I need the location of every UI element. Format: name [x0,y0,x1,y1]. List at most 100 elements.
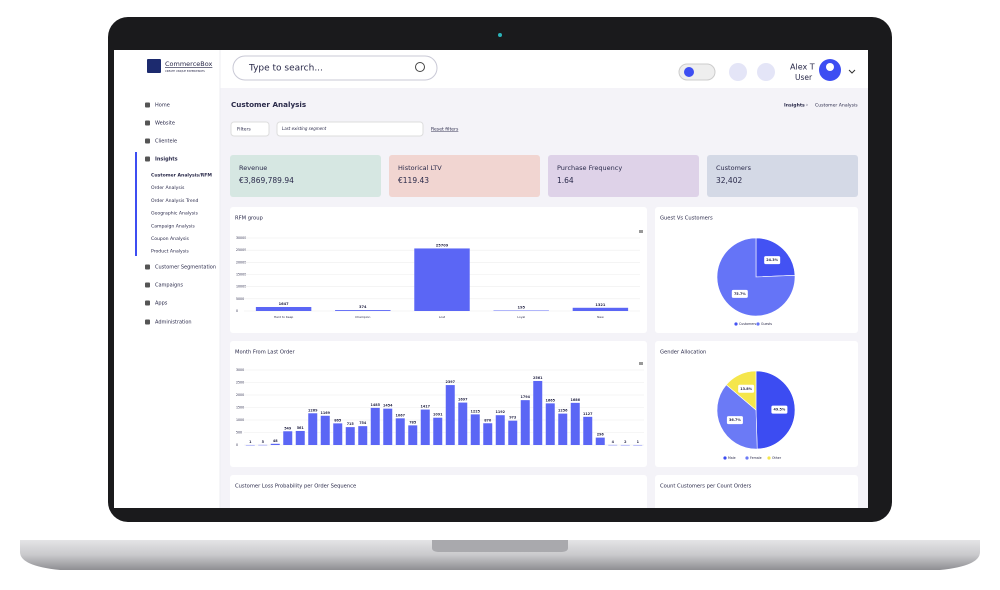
data-label: 1225 [471,409,481,413]
pie-label: 24.3% [766,258,778,262]
submenu-item[interactable]: Customer Analysis/RFM [151,173,212,179]
card-title: Count Customers per Count Orders [660,484,752,490]
nav-item[interactable]: Campaigns [155,283,183,289]
breadcrumb-sep: › [806,103,808,109]
y-tick-label: 0 [236,309,238,313]
kpi-card [230,155,381,197]
pie-label-box [764,256,781,265]
y-tick-label: 0 [236,443,238,447]
base-notch [432,540,568,552]
bar [255,306,312,311]
data-label: 715 [347,422,355,426]
breadcrumb: Insights [784,103,805,109]
bar [495,415,505,445]
data-label: 1794 [521,395,531,399]
data-label: 48 [273,439,278,443]
x-tick-label: New [597,315,604,319]
laptop-base [20,540,980,570]
nav-item[interactable]: Customer Segmentation [155,265,216,271]
data-label: 1127 [583,412,593,416]
segment-select[interactable] [276,121,424,137]
user-role: User [795,73,813,82]
bar [420,409,430,445]
data-label: 2 [624,440,627,444]
nav-item[interactable]: Website [155,121,175,127]
data-label: 973 [509,416,517,420]
bar [533,380,543,445]
pie-label: 36.7% [729,418,741,422]
avatar-head [826,63,834,71]
sidebar [114,50,220,508]
data-label: 549 [284,426,292,430]
bar [383,408,393,445]
nav-item[interactable]: Insights [155,157,178,163]
kpi-value: 1.64 [557,176,574,185]
pie-label: 49.5% [774,408,786,412]
messages-button[interactable] [757,63,775,81]
bar [445,385,455,445]
data-label: 2397 [446,380,456,384]
legend-label: Male [728,456,736,460]
notification-button[interactable] [729,63,747,81]
legend-swatch [723,456,727,460]
y-tick-label: 2000 [236,393,244,397]
bar [333,423,343,445]
reset-filters[interactable]: Reset filters [431,127,459,133]
y-tick-label: 20000 [236,260,246,264]
data-label: 1485 [371,403,381,407]
data-label: 1417 [421,405,431,409]
card-title: Customer Loss Probability per Order Sequ… [235,484,356,490]
filter-button[interactable] [230,121,270,137]
user-name: Alex T [790,63,815,72]
submenu-item[interactable]: Geographic Analysis [151,211,198,217]
nav-icon [145,264,150,270]
legend-label: Other [772,456,782,460]
kpi-label: Customers [716,164,752,172]
data-label: 865 [334,418,342,422]
y-tick-label: 15000 [236,273,246,277]
kpi-card [707,155,858,197]
kpi-value: 32,402 [716,176,742,185]
data-label: 1 [249,440,252,444]
nav-icon [145,282,150,288]
y-tick-label: 1000 [236,418,244,422]
nav-item[interactable]: Apps [155,301,168,307]
data-label: 1665 [546,398,556,402]
nav-icon [145,138,150,144]
chart-menu [639,362,643,365]
nav-item[interactable]: Clientele [155,139,177,145]
nav-icon [145,300,150,306]
x-tick-label: Hard to Keep [274,315,294,319]
data-label: 374 [359,305,367,309]
submenu-item[interactable]: Product Analysis [151,249,189,255]
data-label: 2561 [533,376,543,380]
nav-icon [145,156,150,162]
bar [570,402,580,445]
y-tick-label: 10000 [236,285,246,289]
x-tick-label: Loyal [517,315,525,319]
y-tick-label: 5000 [236,297,244,301]
data-label: 1256 [558,409,568,413]
y-tick-label: 500 [236,431,242,435]
y-tick-label: 25000 [236,248,246,252]
bar [345,427,355,445]
submenu-item[interactable]: Order Analysis [151,185,185,191]
pie-label: 13.8% [740,387,752,391]
legend-swatch [734,322,738,326]
submenu-item[interactable]: Order Analysis Trend [151,198,199,204]
kpi-card [548,155,699,197]
nav-item[interactable]: Administration [155,320,192,326]
card [655,475,858,508]
bar [595,437,605,445]
nav-item[interactable]: Home [155,103,170,109]
bar [395,418,405,445]
submenu-item[interactable]: Coupon Analysis [151,236,190,242]
x-tick-label: Champion [355,315,370,319]
search-box[interactable] [232,55,438,81]
bar [558,413,568,445]
data-label: 195 [517,306,525,310]
submenu-item[interactable]: Campaign Analysis [151,223,195,229]
legend-label: Customers [739,322,756,326]
bar [295,430,305,445]
bar [433,417,443,445]
